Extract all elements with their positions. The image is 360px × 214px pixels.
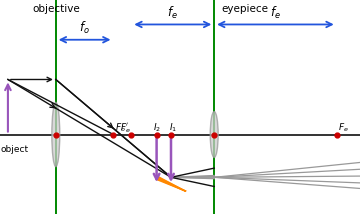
- Text: eyepiece: eyepiece: [221, 4, 268, 14]
- Text: object: object: [1, 145, 29, 154]
- Text: $f_o$: $f_o$: [79, 20, 90, 36]
- Text: $f_e$: $f_e$: [270, 5, 281, 21]
- Text: objective: objective: [32, 4, 80, 14]
- Text: $f_e$: $f_e$: [167, 5, 178, 21]
- Text: $F_o$: $F_o$: [115, 122, 126, 134]
- Text: $I_2$: $I_2$: [153, 122, 161, 134]
- Text: $I_1$: $I_1$: [169, 122, 177, 134]
- Text: $F_e$: $F_e$: [338, 122, 349, 134]
- Text: $F_e'$: $F_e'$: [120, 122, 130, 135]
- Ellipse shape: [52, 103, 60, 167]
- Ellipse shape: [210, 111, 218, 158]
